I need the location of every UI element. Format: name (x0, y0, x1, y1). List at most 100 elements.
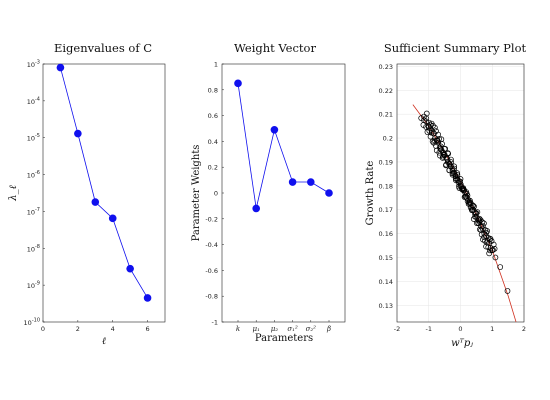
eigenvalue-ytick-exponent: -3 (35, 60, 40, 66)
eigenvalue-ytick-exponent: -6 (35, 170, 40, 176)
eigenvalue-ytick-base: 10 (27, 61, 35, 69)
summary-point (485, 244, 492, 251)
summary-point (455, 179, 462, 186)
eigenvalue-point (126, 264, 134, 273)
summary-point (435, 131, 441, 138)
summary-point (481, 220, 487, 227)
weight-ytick-label: 0.4 (208, 138, 218, 146)
summary-point (504, 288, 511, 294)
summary-point (427, 122, 434, 129)
summary-ytick-label: 0.16 (379, 230, 393, 238)
eigenvalue-ylabel: λ_ℓ (8, 185, 19, 202)
eigenvalue-ytick-label: 10-10 (24, 318, 40, 328)
summary-point (469, 203, 476, 210)
eigenvalue-ytick-label: 10-8 (27, 244, 40, 254)
weight-ytick-label: 0 (214, 190, 218, 198)
eigenvalue-ytick-label: 10-9 (27, 281, 40, 291)
summary-point (475, 220, 482, 227)
weight-xtick-label: k (236, 325, 240, 333)
summary-xtick-label: -2 (394, 325, 400, 333)
summary-point (459, 185, 466, 192)
summary-point (439, 141, 445, 147)
eigenvalue-point (56, 63, 65, 72)
summary-point (479, 223, 486, 229)
weight-ytick-label: -0.4 (205, 241, 218, 249)
summary-ticks: -2 -1 0 1 2 0.13 0.14 0.15 0.16 0.17 0.18 0.19 0.2 0.… (379, 63, 527, 333)
summary-point (452, 172, 459, 179)
summary-axes-frame (396, 63, 525, 323)
weight-marks (234, 79, 333, 213)
weight-ylabel: Parameter Weights (191, 145, 202, 242)
eigenvalue-ytick-label: 10-3 (27, 60, 40, 70)
weight-xtick-label: μ₂ (271, 325, 279, 333)
summary-ylabel: Growth Rate (365, 161, 376, 226)
summary-point (459, 186, 465, 193)
weight-xlabel: Parameters (255, 333, 313, 344)
eigenvalue-ytick-exponent: -4 (35, 96, 40, 102)
eigenvalue-ytick-label: 10-6 (27, 170, 40, 180)
summary-ytick-label: 0.13 (379, 302, 393, 310)
weight-ytick-label: 1 (214, 61, 218, 69)
weight-point (270, 125, 279, 134)
eigenvalue-ytick-base: 10 (27, 245, 35, 253)
eigenvalue-ytick-base: 10 (24, 319, 32, 327)
eigenvalue-series-line (60, 67, 148, 299)
weight-ytick-label: -0.8 (205, 293, 218, 301)
eigenvalue-ytick-base: 10 (27, 98, 35, 106)
eigenvalue-ytick-base: 10 (27, 208, 35, 216)
summary-point (483, 229, 490, 236)
summary-ytick-label: 0.14 (379, 278, 393, 286)
summary-point (449, 168, 456, 174)
weight-xtick-label: μ₁ (253, 325, 261, 333)
summary-panel: Sufficient Summary Plot -2 -1 0 1 2 0.13 0.14 0… (365, 41, 527, 349)
eigenvalue-title: Eigenvalues of C (54, 41, 152, 55)
summary-point (446, 167, 453, 174)
weight-point (288, 178, 297, 186)
eigenvalue-ytick-base: 10 (27, 135, 35, 143)
summary-xtick-label: 1 (490, 325, 494, 333)
weight-ytick-label: 0.2 (208, 164, 218, 172)
weight-panel: Weight Vector -1 -0.8 -0.6 -0.4 -0.2 0 0.2 0.4 0… (191, 41, 346, 344)
eigenvalue-panel: Eigenvalues of C 0 2 4 610-1010-910-810-710… (8, 41, 166, 347)
summary-point (432, 124, 438, 131)
summary-point (491, 245, 498, 252)
eigenvalue-xtick-label: 0 (41, 325, 45, 333)
summary-xtick-label: 0 (458, 325, 462, 333)
summary-point (486, 250, 493, 257)
summary-grid (396, 64, 525, 322)
summary-point (468, 207, 475, 214)
summary-point (461, 194, 468, 200)
weight-point (252, 204, 260, 213)
eigenvalue-point (143, 294, 152, 302)
summary-point (434, 138, 441, 144)
summary-point (477, 226, 483, 233)
summary-ytick-label: 0.23 (379, 63, 393, 71)
eigenvalue-ytick-label: 10-7 (27, 207, 40, 217)
eigenvalue-axes-frame (42, 63, 166, 323)
summary-xlabel: wᵀpⱼ (451, 338, 473, 349)
summary-point (440, 153, 446, 160)
eigenvalue-point (74, 129, 82, 138)
summary-point (462, 193, 469, 200)
eigenvalue-xtick-label: 4 (111, 325, 115, 333)
summary-point (463, 189, 470, 195)
eigenvalue-xtick-label: 2 (76, 325, 80, 333)
weight-ytick-label: -0.2 (205, 215, 218, 223)
weight-xtick-label: σ₁² (287, 325, 298, 333)
summary-point (458, 184, 465, 190)
summary-xtick-label: -1 (426, 325, 432, 333)
summary-title: Sufficient Summary Plot (384, 41, 527, 55)
weight-ytick-label: 0.6 (208, 112, 218, 120)
summary-point (423, 118, 430, 125)
weight-point (307, 178, 315, 186)
eigenvalue-xtick-label: 6 (146, 325, 150, 333)
eigenvalue-ytick-exponent: -8 (35, 244, 40, 250)
summary-xtick-label: 2 (522, 325, 526, 333)
summary-ytick-label: 0.22 (379, 87, 393, 95)
summary-point (490, 241, 497, 248)
summary-ytick-label: 0.2 (383, 135, 393, 143)
summary-point (473, 210, 479, 217)
weight-xtick-label: β (326, 325, 331, 333)
eigenvalue-ytick-exponent: -7 (35, 207, 40, 213)
eigenvalue-point (91, 198, 100, 206)
